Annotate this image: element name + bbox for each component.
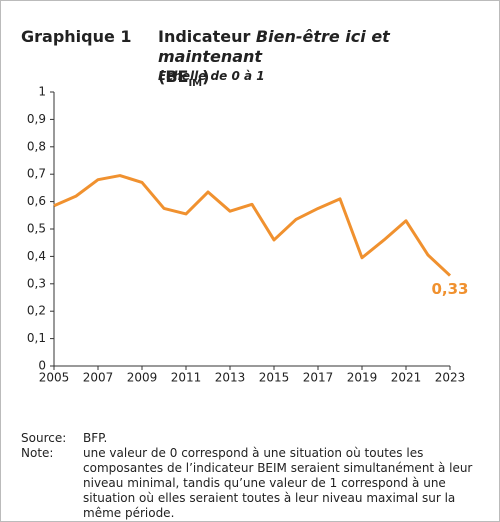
x-tick-label: 2015 <box>259 371 290 385</box>
y-tick-label: 0,5 <box>27 222 46 236</box>
y-tick-label: 0,4 <box>27 249 46 263</box>
title-part: Indicateur <box>158 27 256 46</box>
data-label: 0,33 <box>431 280 468 298</box>
x-tick-label: 2013 <box>215 371 246 385</box>
title-part: ) <box>202 67 210 86</box>
y-tick-label: 0,1 <box>27 331 46 345</box>
note-text: BFP. <box>83 431 108 445</box>
title-part: (BE <box>158 67 189 86</box>
x-tick-label: 2017 <box>303 371 334 385</box>
subtitle: Echelle de 0 à 1 <box>158 69 265 83</box>
title-part: Bien-être ici et maintenant <box>158 27 390 66</box>
y-tick-label: 0,7 <box>27 167 46 181</box>
x-tick-label: 2021 <box>391 371 422 385</box>
y-tick-label: 0,8 <box>27 139 46 153</box>
y-tick-label: 0,9 <box>27 112 46 126</box>
x-tick-label: 2019 <box>347 371 378 385</box>
y-tick-label: 0 <box>38 359 46 373</box>
data-line <box>53 174 452 277</box>
note-label: Source: <box>21 431 67 445</box>
chart-title: Indicateur Bien-être ici et maintenant (B… <box>158 27 488 94</box>
x-tick-label: 2011 <box>171 371 202 385</box>
note-label: Note: <box>21 446 54 460</box>
notes: Source: BFP. Note: une valeur de 0 correspo… <box>21 431 491 521</box>
x-tick-label: 2007 <box>83 371 114 385</box>
chart-label: Graphique 1 <box>21 27 132 46</box>
y-tick-label: 1 <box>38 85 46 99</box>
note-row: Source: BFP. <box>21 431 491 446</box>
y-tick-label: 0,3 <box>27 276 46 290</box>
chart: 0 0,1 0,2 0,3 0,4 0,5 0,6 0,7 0,8 0,9 1 2005 2007 200… <box>27 85 469 385</box>
x-tick-label: 2009 <box>127 371 158 385</box>
y-tick-label: 0,2 <box>27 304 46 318</box>
title-part: IM <box>188 78 203 90</box>
y-tick-label: 0,6 <box>27 194 46 208</box>
x-tick-label: 2005 <box>39 371 70 385</box>
note-row: Note: une valeur de 0 correspond à une si… <box>21 446 491 521</box>
x-tick-label: 2023 <box>435 371 466 385</box>
note-text: une valeur de 0 correspond à une situati… <box>83 446 473 520</box>
